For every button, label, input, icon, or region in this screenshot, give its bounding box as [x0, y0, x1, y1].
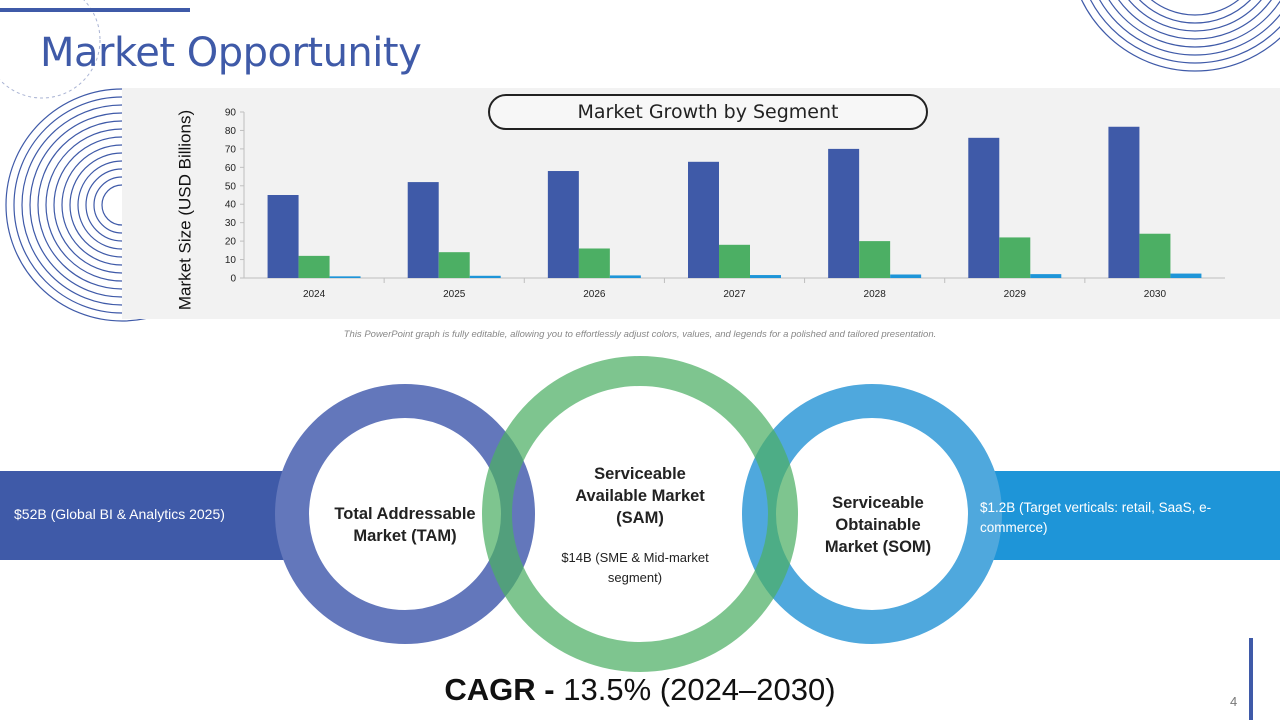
bar-tam-2026 — [547, 171, 579, 278]
y-tick-label: 10 — [225, 255, 237, 266]
cagr-value: 13.5% (2024–2030) — [563, 672, 836, 707]
x-tick-label: 2024 — [303, 289, 326, 300]
top-accent-rule — [0, 8, 190, 12]
x-tick-label: 2026 — [583, 289, 606, 300]
bar-som-2028 — [890, 274, 922, 278]
tam-ring — [275, 384, 535, 644]
x-tick-label: 2029 — [1004, 289, 1027, 300]
page-number: 4 — [1230, 694, 1238, 709]
tam-label: Total Addressable Market (TAM) — [334, 505, 476, 545]
tam-value: $52B (Global BI & Analytics 2025) — [14, 506, 225, 522]
y-tick-label: 70 — [225, 144, 237, 155]
slide-title: Market Opportunity — [40, 30, 422, 76]
bar-tam-2024 — [267, 195, 299, 278]
bar-tam-2025 — [407, 182, 439, 278]
y-tick-label: 0 — [230, 274, 236, 285]
som-value: $1.2B (Target verticals: retail, SaaS, e… — [980, 500, 1212, 535]
bar-sam-2026 — [578, 248, 610, 278]
tam-band — [0, 471, 330, 560]
x-tick-label: 2025 — [443, 289, 466, 300]
bar-tam-2030 — [1108, 126, 1140, 278]
sam-label: Serviceable Available Market (SAM) — [575, 465, 705, 527]
sam-ring — [482, 356, 798, 672]
bar-tam-2029 — [968, 137, 1000, 278]
cagr-label: CAGR - — [444, 672, 555, 707]
bar-som-2026 — [609, 275, 641, 278]
som-band — [965, 471, 1280, 560]
bar-sam-2025 — [438, 252, 470, 278]
y-tick-label: 90 — [225, 108, 237, 119]
bar-sam-2028 — [859, 241, 891, 278]
bar-sam-2030 — [1139, 233, 1171, 278]
x-tick-label: 2030 — [1144, 289, 1167, 300]
som-ring — [742, 384, 1002, 644]
y-tick-label: 80 — [225, 126, 237, 137]
sam-value: $14B (SME & Mid-market segment) — [561, 550, 709, 585]
bar-som-2029 — [1030, 274, 1062, 278]
bar-som-2027 — [750, 275, 781, 278]
chart-footnote: This PowerPoint graph is fully editable,… — [343, 329, 937, 340]
bar-tam-2028 — [828, 148, 860, 278]
y-tick-label: 20 — [225, 237, 237, 248]
y-tick-label: 30 — [225, 218, 237, 229]
y-tick-label: 40 — [225, 200, 237, 211]
cagr-headline: CAGR - 13.5% (2024–2030) — [0, 672, 1280, 708]
bar-sam-2027 — [719, 244, 750, 278]
y-tick-label: 50 — [225, 181, 237, 192]
x-tick-label: 2027 — [723, 289, 746, 300]
y-tick-label: 60 — [225, 163, 237, 174]
x-tick-label: 2028 — [864, 289, 887, 300]
chart-title: Market Growth by Segment — [488, 94, 928, 130]
bar-som-2024 — [329, 276, 361, 278]
bar-som-2030 — [1170, 273, 1202, 278]
bar-sam-2029 — [999, 237, 1031, 278]
som-label: Serviceable Obtainable Market (SOM) — [824, 494, 932, 556]
bar-som-2025 — [469, 275, 501, 278]
side-accent-rule — [1249, 638, 1253, 720]
bar-tam-2027 — [688, 161, 719, 278]
bar-sam-2024 — [298, 255, 330, 278]
